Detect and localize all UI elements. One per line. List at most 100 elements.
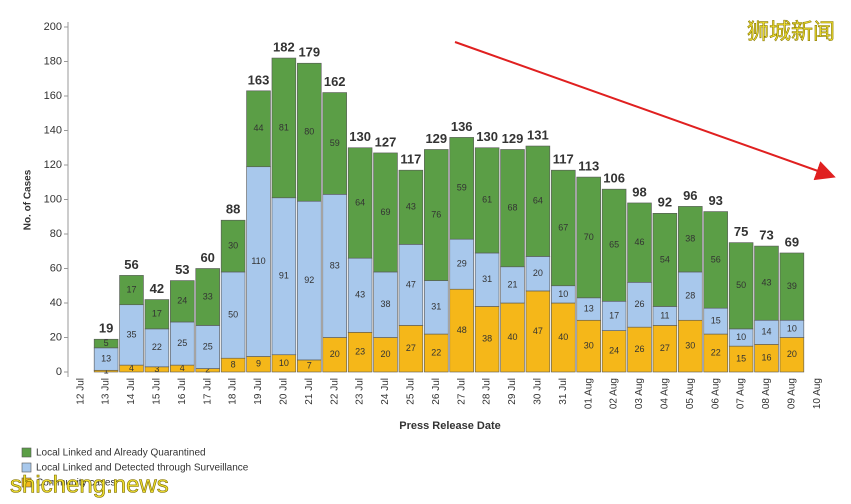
segment-label: 40 — [558, 332, 568, 342]
total-label: 117 — [400, 152, 421, 167]
segment-label: 67 — [558, 222, 568, 232]
segment-label: 13 — [101, 353, 111, 363]
segment-label: 21 — [507, 279, 517, 289]
segment-label: 80 — [304, 127, 314, 137]
total-label: 96 — [683, 188, 697, 203]
segment-label: 7 — [307, 360, 312, 370]
total-label: 19 — [99, 321, 113, 336]
segment-label: 14 — [761, 327, 771, 337]
bar-segment — [703, 211, 728, 309]
total-label: 179 — [298, 45, 320, 60]
bar-segment — [246, 90, 271, 168]
x-tick-label: 22 Jul — [329, 378, 340, 405]
segment-label: 5 — [104, 338, 109, 348]
bar-segment — [170, 280, 195, 323]
x-tick-label: 31 Jul — [558, 378, 569, 405]
segment-label: 17 — [126, 284, 136, 294]
total-label: 129 — [502, 131, 524, 146]
segment-label: 31 — [482, 274, 492, 284]
segment-label: 43 — [406, 202, 416, 212]
watermark: 狮城新闻 — [747, 19, 835, 44]
bar-segment — [627, 202, 652, 283]
segment-label: 61 — [482, 195, 492, 205]
segment-label: 43 — [355, 290, 365, 300]
x-tick-label: 09 Aug — [787, 378, 798, 409]
segment-label: 17 — [152, 309, 162, 319]
segment-label: 15 — [736, 353, 746, 363]
bar-segment — [271, 57, 297, 199]
segment-label: 25 — [177, 338, 187, 348]
x-tick-label: 30 Jul — [533, 378, 544, 405]
total-label: 56 — [124, 257, 138, 272]
total-label: 182 — [273, 39, 295, 54]
bar-segment — [398, 169, 424, 245]
bar-segment — [576, 176, 601, 299]
segment-label: 30 — [584, 341, 594, 351]
x-tick-label: 02 Aug — [609, 378, 620, 409]
legend-swatch — [21, 477, 32, 488]
segment-label: 33 — [203, 291, 213, 301]
watermark: shicheng.news — [10, 471, 169, 498]
bar-segment — [779, 252, 805, 321]
segment-label: 8 — [231, 359, 236, 369]
segment-label: 56 — [711, 254, 721, 264]
legend-swatch — [21, 447, 32, 458]
bar-segment — [93, 338, 119, 349]
segment-label: 47 — [406, 279, 416, 289]
bar-segment — [525, 145, 551, 257]
x-tick-label: 17 Jul — [202, 378, 213, 405]
total-label: 73 — [759, 228, 773, 243]
segment-label: 24 — [177, 296, 187, 306]
total-label: 131 — [527, 127, 549, 142]
total-label: 113 — [578, 159, 599, 174]
x-tick-label: 10 Aug — [812, 378, 823, 409]
segment-label: 10 — [736, 332, 746, 342]
total-label: 162 — [324, 74, 346, 89]
segment-label: 110 — [251, 256, 265, 266]
total-label: 117 — [553, 152, 574, 167]
x-tick-label: 21 Jul — [304, 378, 315, 405]
x-tick-label: 19 Jul — [253, 378, 264, 405]
segment-label: 68 — [507, 203, 517, 213]
segment-label: 4 — [180, 363, 185, 373]
bar-segment — [728, 242, 754, 330]
segment-label: 29 — [457, 259, 467, 269]
segment-label: 59 — [457, 183, 467, 193]
y-tick-label: 180 — [44, 55, 62, 67]
bar-segment — [297, 62, 322, 202]
total-label: 163 — [248, 72, 270, 87]
segment-label: 13 — [584, 303, 594, 313]
total-label: 75 — [734, 224, 748, 239]
total-label: 106 — [603, 171, 625, 186]
x-tick-label: 06 Aug — [710, 378, 721, 409]
segment-label: 50 — [736, 280, 746, 290]
bar-segment — [195, 268, 220, 326]
y-tick-label: 20 — [50, 331, 62, 343]
bar-segment — [347, 147, 373, 259]
segment-label: 38 — [685, 234, 695, 244]
segment-label: 91 — [279, 271, 289, 281]
x-tick-label: 18 Jul — [228, 378, 239, 405]
x-tick-label: 13 Jul — [101, 378, 112, 405]
bar-segment — [474, 147, 500, 254]
x-tick-label: 20 Jul — [279, 378, 290, 405]
total-label: 130 — [349, 129, 371, 144]
segment-label: 22 — [431, 347, 441, 357]
bar-segment — [500, 149, 525, 268]
total-label: 53 — [175, 262, 189, 277]
total-label: 69 — [785, 234, 799, 249]
y-tick-label: 160 — [44, 90, 62, 102]
segment-label: 22 — [152, 342, 162, 352]
y-axis-label: No. of Cases — [23, 169, 34, 230]
total-label: 60 — [200, 250, 214, 265]
segment-label: 30 — [685, 341, 695, 351]
total-label: 42 — [150, 281, 164, 296]
x-tick-label: 24 Jul — [380, 378, 391, 405]
x-tick-label: 23 Jul — [355, 378, 366, 405]
segment-label: 59 — [330, 138, 340, 148]
segment-label: 4 — [129, 363, 134, 373]
segment-label: 83 — [330, 260, 340, 270]
bar-segment — [119, 275, 144, 306]
y-tick-label: 100 — [44, 193, 62, 205]
